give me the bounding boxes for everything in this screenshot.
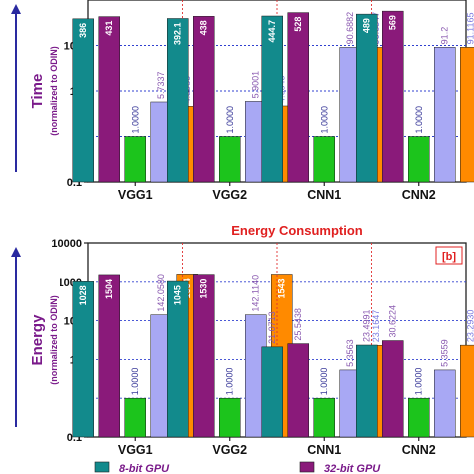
data-label: 30.6224 xyxy=(388,305,398,338)
bar xyxy=(98,16,120,183)
data-label: 1.0000 xyxy=(319,106,329,134)
legend-swatch xyxy=(94,461,110,473)
panel-tag: [b] xyxy=(442,251,456,263)
chart-2: 0.1110100100010000VGG1102815041.0000142.… xyxy=(11,223,474,457)
y-tick-label: 10000 xyxy=(51,238,82,250)
bar xyxy=(124,397,146,438)
bar xyxy=(193,16,215,183)
bar xyxy=(98,274,120,438)
x-tick-label: VGG2 xyxy=(212,188,247,202)
data-label: 23.4991 xyxy=(362,309,372,342)
bar xyxy=(287,12,309,183)
bar xyxy=(434,47,456,183)
bar xyxy=(382,10,404,183)
x-tick-label: VGG1 xyxy=(118,188,153,202)
y-axis-title: Energy xyxy=(29,314,46,366)
data-label: 142.1140 xyxy=(251,275,261,312)
bar xyxy=(408,397,430,438)
bar xyxy=(261,15,283,183)
data-label: 431 xyxy=(104,21,114,36)
bar xyxy=(434,369,456,438)
bar xyxy=(313,136,335,183)
chart-title: Energy Consumption xyxy=(231,223,363,238)
data-label: 90.6882 xyxy=(345,12,355,45)
data-label: 569 xyxy=(388,15,398,30)
data-label: 1543 xyxy=(277,278,287,298)
bar xyxy=(167,280,189,438)
x-tick-label: CNN2 xyxy=(402,443,436,457)
data-label: 489 xyxy=(362,18,372,33)
bar xyxy=(382,340,404,438)
data-label: 444.7 xyxy=(267,20,277,43)
data-label: 5.3559 xyxy=(440,339,450,367)
bar xyxy=(72,18,94,183)
data-label: 1.0000 xyxy=(130,368,140,396)
data-label: 392.1 xyxy=(173,23,183,46)
y-axis-title: Time xyxy=(29,74,46,109)
data-label: 1.0000 xyxy=(319,368,329,396)
bar xyxy=(219,397,241,438)
y-label-bg xyxy=(34,276,60,404)
data-label: 1504 xyxy=(104,279,114,299)
data-label: 91.2 xyxy=(440,27,450,45)
bar xyxy=(193,274,215,438)
bar xyxy=(460,344,474,438)
bar xyxy=(261,346,283,438)
x-tick-label: CNN1 xyxy=(307,188,341,202)
data-label: 438 xyxy=(199,20,209,35)
data-label: 386 xyxy=(78,23,88,38)
panel-tag-box xyxy=(435,246,463,265)
bar xyxy=(124,136,146,183)
y-axis-subtitle: (normalized to ODIN) xyxy=(49,295,59,385)
data-label: 21.0713 xyxy=(267,311,277,344)
legend: 8-bit GPU 32-bit GPU xyxy=(94,461,381,474)
bar xyxy=(460,47,474,183)
x-tick-label: VGG2 xyxy=(212,443,247,457)
legend-swatch xyxy=(299,461,315,473)
data-label: 528 xyxy=(293,17,303,32)
bar xyxy=(313,397,335,438)
data-label: 5.9001 xyxy=(251,71,261,99)
data-label: 23.2930 xyxy=(466,310,474,343)
bar xyxy=(356,344,378,438)
y-axis-arrowhead xyxy=(11,4,21,14)
x-tick-label: VGG1 xyxy=(118,443,153,457)
data-label: 1028 xyxy=(78,285,88,305)
data-label: 91.1165 xyxy=(466,12,474,44)
data-label: 5.7337 xyxy=(156,71,166,99)
y-axis-subtitle: (normalized to ODIN) xyxy=(49,46,59,136)
y-label-bg xyxy=(34,27,60,155)
bar xyxy=(219,136,241,183)
chart-1: 0.1110100VGG13864311.00005.73374.5980VGG… xyxy=(11,0,474,202)
data-label: 1.0000 xyxy=(225,368,235,396)
bar xyxy=(356,13,378,183)
legend-label: 8-bit GPU xyxy=(119,463,170,474)
data-label: 25.5438 xyxy=(293,308,303,341)
data-label: 1530 xyxy=(199,279,209,299)
bar xyxy=(72,281,94,438)
data-label: 142.0580 xyxy=(156,274,166,312)
bar xyxy=(287,343,309,438)
data-label: 1.0000 xyxy=(414,368,424,396)
data-label: 1.0000 xyxy=(414,106,424,134)
x-tick-label: CNN1 xyxy=(307,443,341,457)
data-label: 5.3563 xyxy=(345,339,355,367)
data-label: 1.0000 xyxy=(225,106,235,134)
bar xyxy=(408,136,430,183)
legend-label: 32-bit GPU xyxy=(324,463,381,474)
y-axis-arrowhead xyxy=(11,247,21,257)
data-label: 1045 xyxy=(173,285,183,305)
bar xyxy=(167,18,189,183)
data-label: 23.1647 xyxy=(371,310,381,343)
data-label: 1.0000 xyxy=(130,106,140,134)
x-tick-label: CNN2 xyxy=(402,188,436,202)
